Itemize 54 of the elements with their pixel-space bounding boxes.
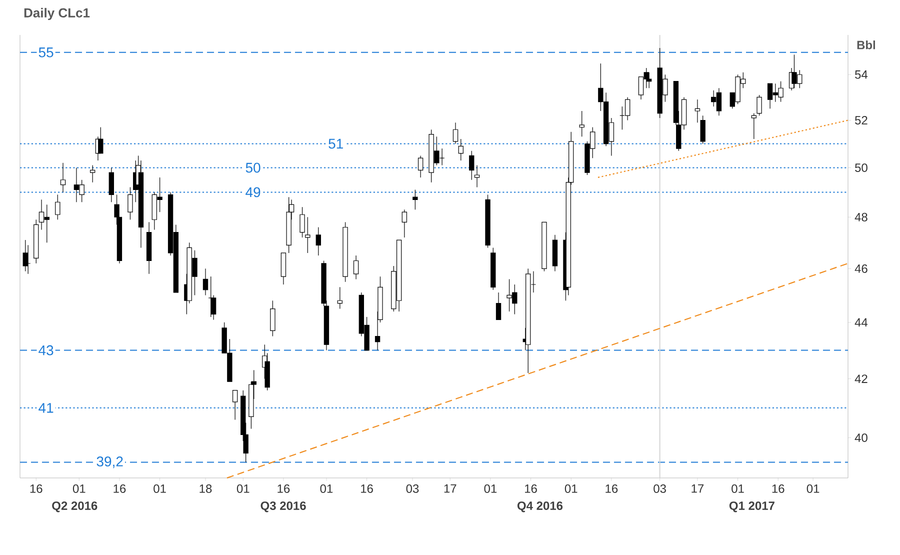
chart-title: Daily CLc1	[24, 8, 90, 20]
candlestick	[402, 209, 408, 238]
text: Q2 2016	[52, 501, 98, 512]
x-tick-label: 16	[114, 484, 126, 493]
candlestick	[452, 122, 458, 144]
candlestick	[474, 164, 480, 188]
candlestick	[694, 99, 700, 123]
x-tick-label: 16	[606, 484, 618, 493]
y-tick-label: 50	[855, 163, 868, 172]
candlestick	[418, 155, 424, 178]
ref-line-label: 49	[246, 187, 260, 198]
ref-line-label: 43	[38, 345, 54, 356]
ref-line-label: 39,2	[96, 456, 123, 468]
y-tick-label: 52	[855, 116, 868, 125]
candlestick	[60, 162, 66, 193]
text: Q4 2016	[517, 501, 563, 512]
ref-line-label: 50	[246, 162, 260, 173]
x-tick-label: 03	[654, 484, 666, 493]
text: Q3 2016	[260, 501, 306, 512]
x-tick-label: 01	[154, 484, 166, 493]
y-tick-label: 40	[854, 433, 868, 442]
y-tick-label: 42	[854, 374, 868, 383]
x-tick-label: 18	[200, 484, 212, 493]
candlestick	[579, 110, 584, 137]
text: Q1 2017	[729, 501, 774, 512]
x-tick-label: 17	[444, 484, 456, 493]
x-tick-label: 01	[806, 484, 820, 493]
x-tick-label: 01	[320, 484, 333, 493]
x-tick-label: 16	[278, 484, 290, 493]
candlestick	[305, 216, 310, 254]
y-tick-label: 46	[854, 264, 868, 273]
x-tick-label: 01	[236, 484, 250, 493]
ref-line-label: 55	[38, 48, 54, 58]
y-tick-label: 44	[854, 318, 868, 327]
x-tick-label: 16	[30, 484, 42, 493]
y-tick-label: 48	[854, 212, 868, 222]
y-axis-title: Bbl	[857, 40, 876, 50]
candlestick	[146, 222, 152, 274]
x-tick-label: 01	[484, 484, 497, 493]
x-tick-label: 01	[72, 484, 86, 493]
x-tick-label: 16	[525, 484, 537, 493]
candlestick	[208, 276, 214, 318]
candlestick	[202, 268, 208, 296]
x-tick-label: 16	[772, 484, 784, 493]
x-tick-label: 01	[564, 484, 578, 493]
x-tick-label: 16	[361, 484, 373, 493]
x-tick-label: 03	[406, 484, 419, 493]
ref-line-label: 41	[38, 403, 54, 413]
x-tick-label: 17	[692, 484, 704, 493]
y-tick-label: 54	[855, 70, 868, 79]
x-tick-label: 01	[732, 484, 744, 493]
candlestick	[552, 234, 558, 272]
ref-line-label: 51	[328, 138, 343, 149]
candlestick	[353, 255, 359, 280]
